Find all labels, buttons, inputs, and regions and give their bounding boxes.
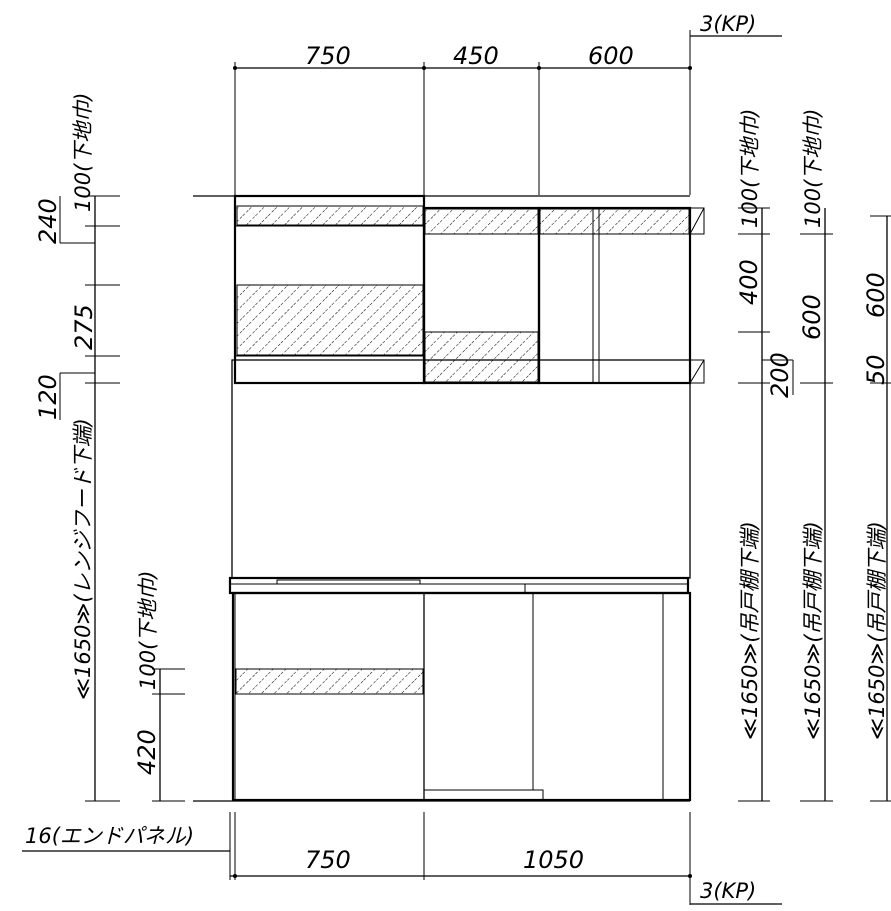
right-dimension-column-1 bbox=[738, 207, 794, 802]
top-width-3: 600 bbox=[588, 42, 634, 70]
right-dimension-column-3 bbox=[870, 215, 891, 802]
backsplash-panel bbox=[231, 359, 691, 579]
countertop bbox=[228, 576, 690, 595]
left-dim-100-base-lower: 100(下地巾) bbox=[136, 571, 160, 690]
left-dim-240: 240 bbox=[34, 198, 62, 244]
left-dim-420: 420 bbox=[133, 729, 161, 775]
right1-dim-200: 200 bbox=[766, 352, 794, 398]
left-dimension-column bbox=[59, 195, 185, 802]
right3-dim-600: 600 bbox=[862, 272, 890, 318]
bottom-width-2: 1050 bbox=[523, 846, 584, 874]
left-dim-275: 275 bbox=[70, 304, 98, 350]
right1-dim-100-base: 100(下地巾) bbox=[738, 109, 762, 228]
wall-cabinet-right bbox=[537, 206, 705, 385]
right2-dim-1650: ≪1650≫(吊戸棚下端) bbox=[801, 521, 825, 740]
right3-dim-1650: ≪1650≫(吊戸棚下端) bbox=[865, 521, 889, 740]
right-dimension-column-2 bbox=[800, 208, 833, 802]
top-width-1: 750 bbox=[305, 42, 351, 70]
left-dim-1650-range: ≪1650≫(レンジフード下端) bbox=[71, 418, 95, 700]
top-dimension-line bbox=[233, 30, 692, 195]
base-cabinets bbox=[231, 591, 692, 802]
bottom-dimension-line bbox=[22, 812, 692, 905]
top-width-2: 450 bbox=[453, 42, 499, 70]
left-dim-120: 120 bbox=[34, 374, 62, 420]
right3-dim-50: 50 bbox=[862, 354, 890, 385]
right1-dim-1650: ≪1650≫(吊戸棚下端) bbox=[738, 521, 762, 740]
right2-dim-600: 600 bbox=[798, 294, 826, 340]
kp-bottom-label: 3(KP) bbox=[700, 879, 756, 903]
right1-dim-400: 400 bbox=[735, 259, 763, 305]
bottom-width-1: 750 bbox=[305, 846, 351, 874]
left-dim-100-base: 100(下地巾) bbox=[71, 93, 95, 212]
kp-top-label: 3(KP) bbox=[700, 12, 756, 36]
end-panel-label: 16(エンドパネル) bbox=[25, 824, 194, 848]
right2-dim-100-base: 100(下地巾) bbox=[801, 109, 825, 228]
wall-cabinet-middle bbox=[422, 206, 541, 385]
wall-cabinet-left bbox=[233, 194, 426, 385]
